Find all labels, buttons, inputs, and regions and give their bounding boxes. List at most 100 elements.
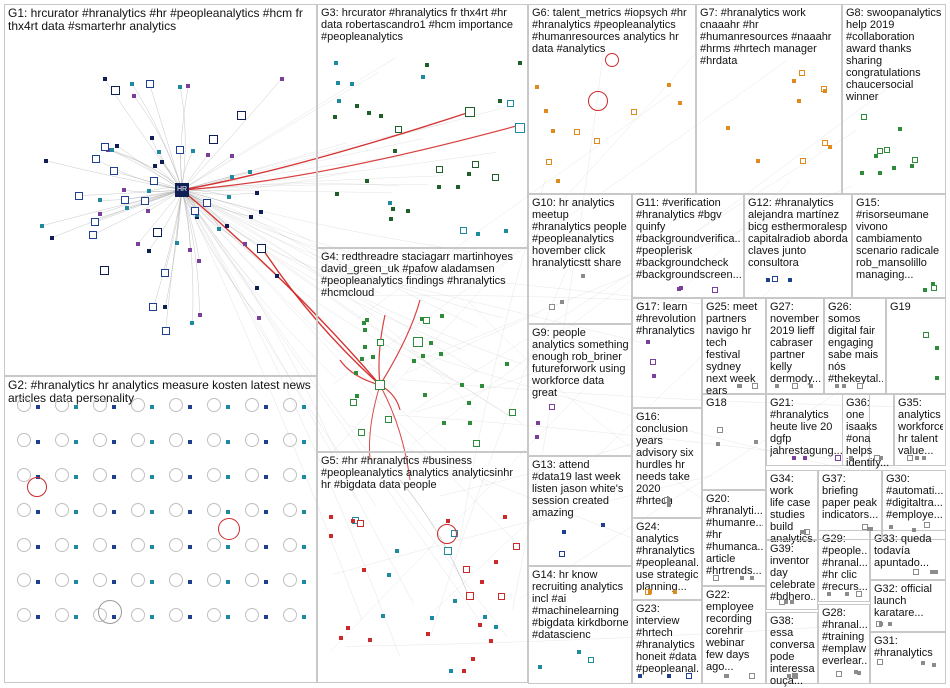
graph-node-g4 bbox=[370, 354, 375, 359]
graph-node-g5 bbox=[429, 616, 434, 621]
graph-node-g33 bbox=[933, 570, 938, 574]
graph-node-g6 bbox=[551, 128, 556, 133]
graph-node-g2 bbox=[245, 468, 259, 482]
graph-node-g6 bbox=[677, 100, 682, 105]
graph-node-g4 bbox=[357, 429, 365, 437]
graph-node-g17 bbox=[651, 373, 656, 378]
graph-node-g4 bbox=[440, 313, 445, 318]
graph-node-g2 bbox=[93, 468, 107, 482]
graph-node-g1 bbox=[188, 247, 193, 252]
graph-node-g2 bbox=[226, 615, 230, 619]
graph-node-g2 bbox=[93, 398, 107, 412]
graph-node-g1 bbox=[115, 143, 120, 148]
graph-node-g21 bbox=[802, 456, 807, 460]
edge bbox=[181, 189, 400, 656]
graph-node-g23 bbox=[685, 673, 692, 679]
graph-node-g3 bbox=[394, 126, 402, 134]
graph-node-g1 bbox=[110, 148, 115, 153]
graph-node-g8 bbox=[892, 166, 897, 171]
graph-node-g5 bbox=[453, 598, 458, 603]
graph-node-g7 bbox=[827, 145, 832, 150]
graph-node-g2 bbox=[264, 440, 268, 444]
graph-node-g1 bbox=[101, 143, 110, 152]
group-label-g27: G27: november 2019 lieff cabraser partne… bbox=[770, 301, 821, 385]
graph-node-g2 bbox=[36, 405, 40, 409]
graph-node-g1 bbox=[226, 194, 231, 199]
graph-node-g2 bbox=[150, 405, 154, 409]
graph-node-g4 bbox=[355, 393, 360, 398]
graph-node-g1 bbox=[224, 223, 229, 228]
graph-node-g5 bbox=[351, 518, 356, 523]
graph-node-g2 bbox=[131, 538, 145, 552]
edge bbox=[132, 84, 183, 191]
graph-node-g7 bbox=[755, 159, 760, 164]
edge bbox=[438, 429, 679, 497]
graph-node-g9 bbox=[535, 434, 540, 439]
edge bbox=[181, 189, 414, 604]
graph-node-g2 bbox=[188, 580, 192, 584]
graph-node-g2 bbox=[131, 433, 145, 447]
graph-node-g6 bbox=[605, 53, 619, 67]
graph-node-g2 bbox=[245, 433, 259, 447]
graph-node-g2 bbox=[188, 510, 192, 514]
edge bbox=[414, 357, 577, 413]
graph-node-g3 bbox=[393, 148, 398, 153]
edge bbox=[165, 189, 183, 308]
group-box-g32: G32: official launch karatare... bbox=[870, 580, 946, 632]
graph-node-g4 bbox=[428, 341, 433, 346]
graph-node-g5 bbox=[462, 669, 467, 674]
graph-node-g2 bbox=[264, 475, 268, 479]
group-box-g35: G35: analytics workforce hr talent value… bbox=[894, 394, 946, 466]
graph-node-g6 bbox=[534, 84, 539, 89]
edge bbox=[459, 179, 546, 543]
graph-node-g21 bbox=[834, 455, 841, 461]
graph-node-g2 bbox=[55, 503, 69, 517]
graph-node-g15 bbox=[922, 287, 927, 292]
group-label-g5: G5: #hr #hranalytics #business #peoplean… bbox=[321, 455, 513, 491]
graph-node-g5 bbox=[493, 560, 498, 565]
graph-node-g4 bbox=[423, 317, 431, 325]
group-label-g21: G21: #hranalytics heute live 20 dgfp jah… bbox=[770, 397, 843, 457]
edge bbox=[181, 189, 377, 507]
graph-node-g1 bbox=[40, 223, 45, 228]
graph-node-g4 bbox=[420, 353, 425, 358]
graph-node-g32 bbox=[878, 622, 883, 626]
graph-node-g38 bbox=[787, 674, 792, 678]
graph-node-g3 bbox=[335, 81, 340, 86]
graph-node-g2 bbox=[218, 518, 240, 540]
graph-node-g8 bbox=[910, 164, 915, 169]
graph-node-g1 bbox=[257, 315, 262, 320]
graph-node-g18 bbox=[717, 427, 724, 434]
group-label-g10: G10: hr analytics meetup #hranalytics pe… bbox=[532, 197, 627, 269]
edge bbox=[430, 249, 576, 638]
group-label-g14: G14: hr know recruiting analytics incl #… bbox=[532, 569, 629, 641]
graph-node-g5 bbox=[488, 639, 493, 644]
edge bbox=[181, 189, 200, 316]
graph-node-g1 bbox=[157, 149, 162, 154]
graph-node-g2 bbox=[17, 398, 31, 412]
group-label-g23: G23: interview #hrtech #hranalytics hone… bbox=[636, 603, 699, 675]
graph-node-g2 bbox=[169, 398, 183, 412]
graph-node-g2 bbox=[283, 573, 297, 587]
graph-node-g3 bbox=[366, 111, 371, 115]
group-box-g13: G13: attend #data19 last week listen jas… bbox=[528, 456, 632, 566]
graph-node-g14 bbox=[538, 665, 543, 669]
graph-node-g2 bbox=[55, 433, 69, 447]
graph-node-g1 bbox=[160, 268, 169, 277]
graph-node-g2 bbox=[131, 468, 145, 482]
graph-node-g5 bbox=[356, 519, 364, 527]
graph-node-g2 bbox=[302, 475, 306, 479]
edge bbox=[348, 294, 663, 302]
graph-node-g4 bbox=[459, 383, 464, 388]
group-box-g34: G34: work life case studies build analyt… bbox=[766, 470, 818, 545]
edge bbox=[181, 189, 475, 411]
graph-node-g12 bbox=[765, 277, 770, 282]
graph-node-g2 bbox=[36, 580, 40, 584]
graph-node-g2 bbox=[245, 398, 259, 412]
graph-node-g36 bbox=[879, 456, 884, 460]
graph-node-g2 bbox=[74, 440, 78, 444]
graph-node-g8 bbox=[883, 147, 890, 154]
graph-node-g1 bbox=[191, 148, 196, 153]
graph-node-g3 bbox=[355, 103, 360, 108]
group-box-g16: G16: conclusion years advisory six hurdl… bbox=[632, 408, 702, 518]
